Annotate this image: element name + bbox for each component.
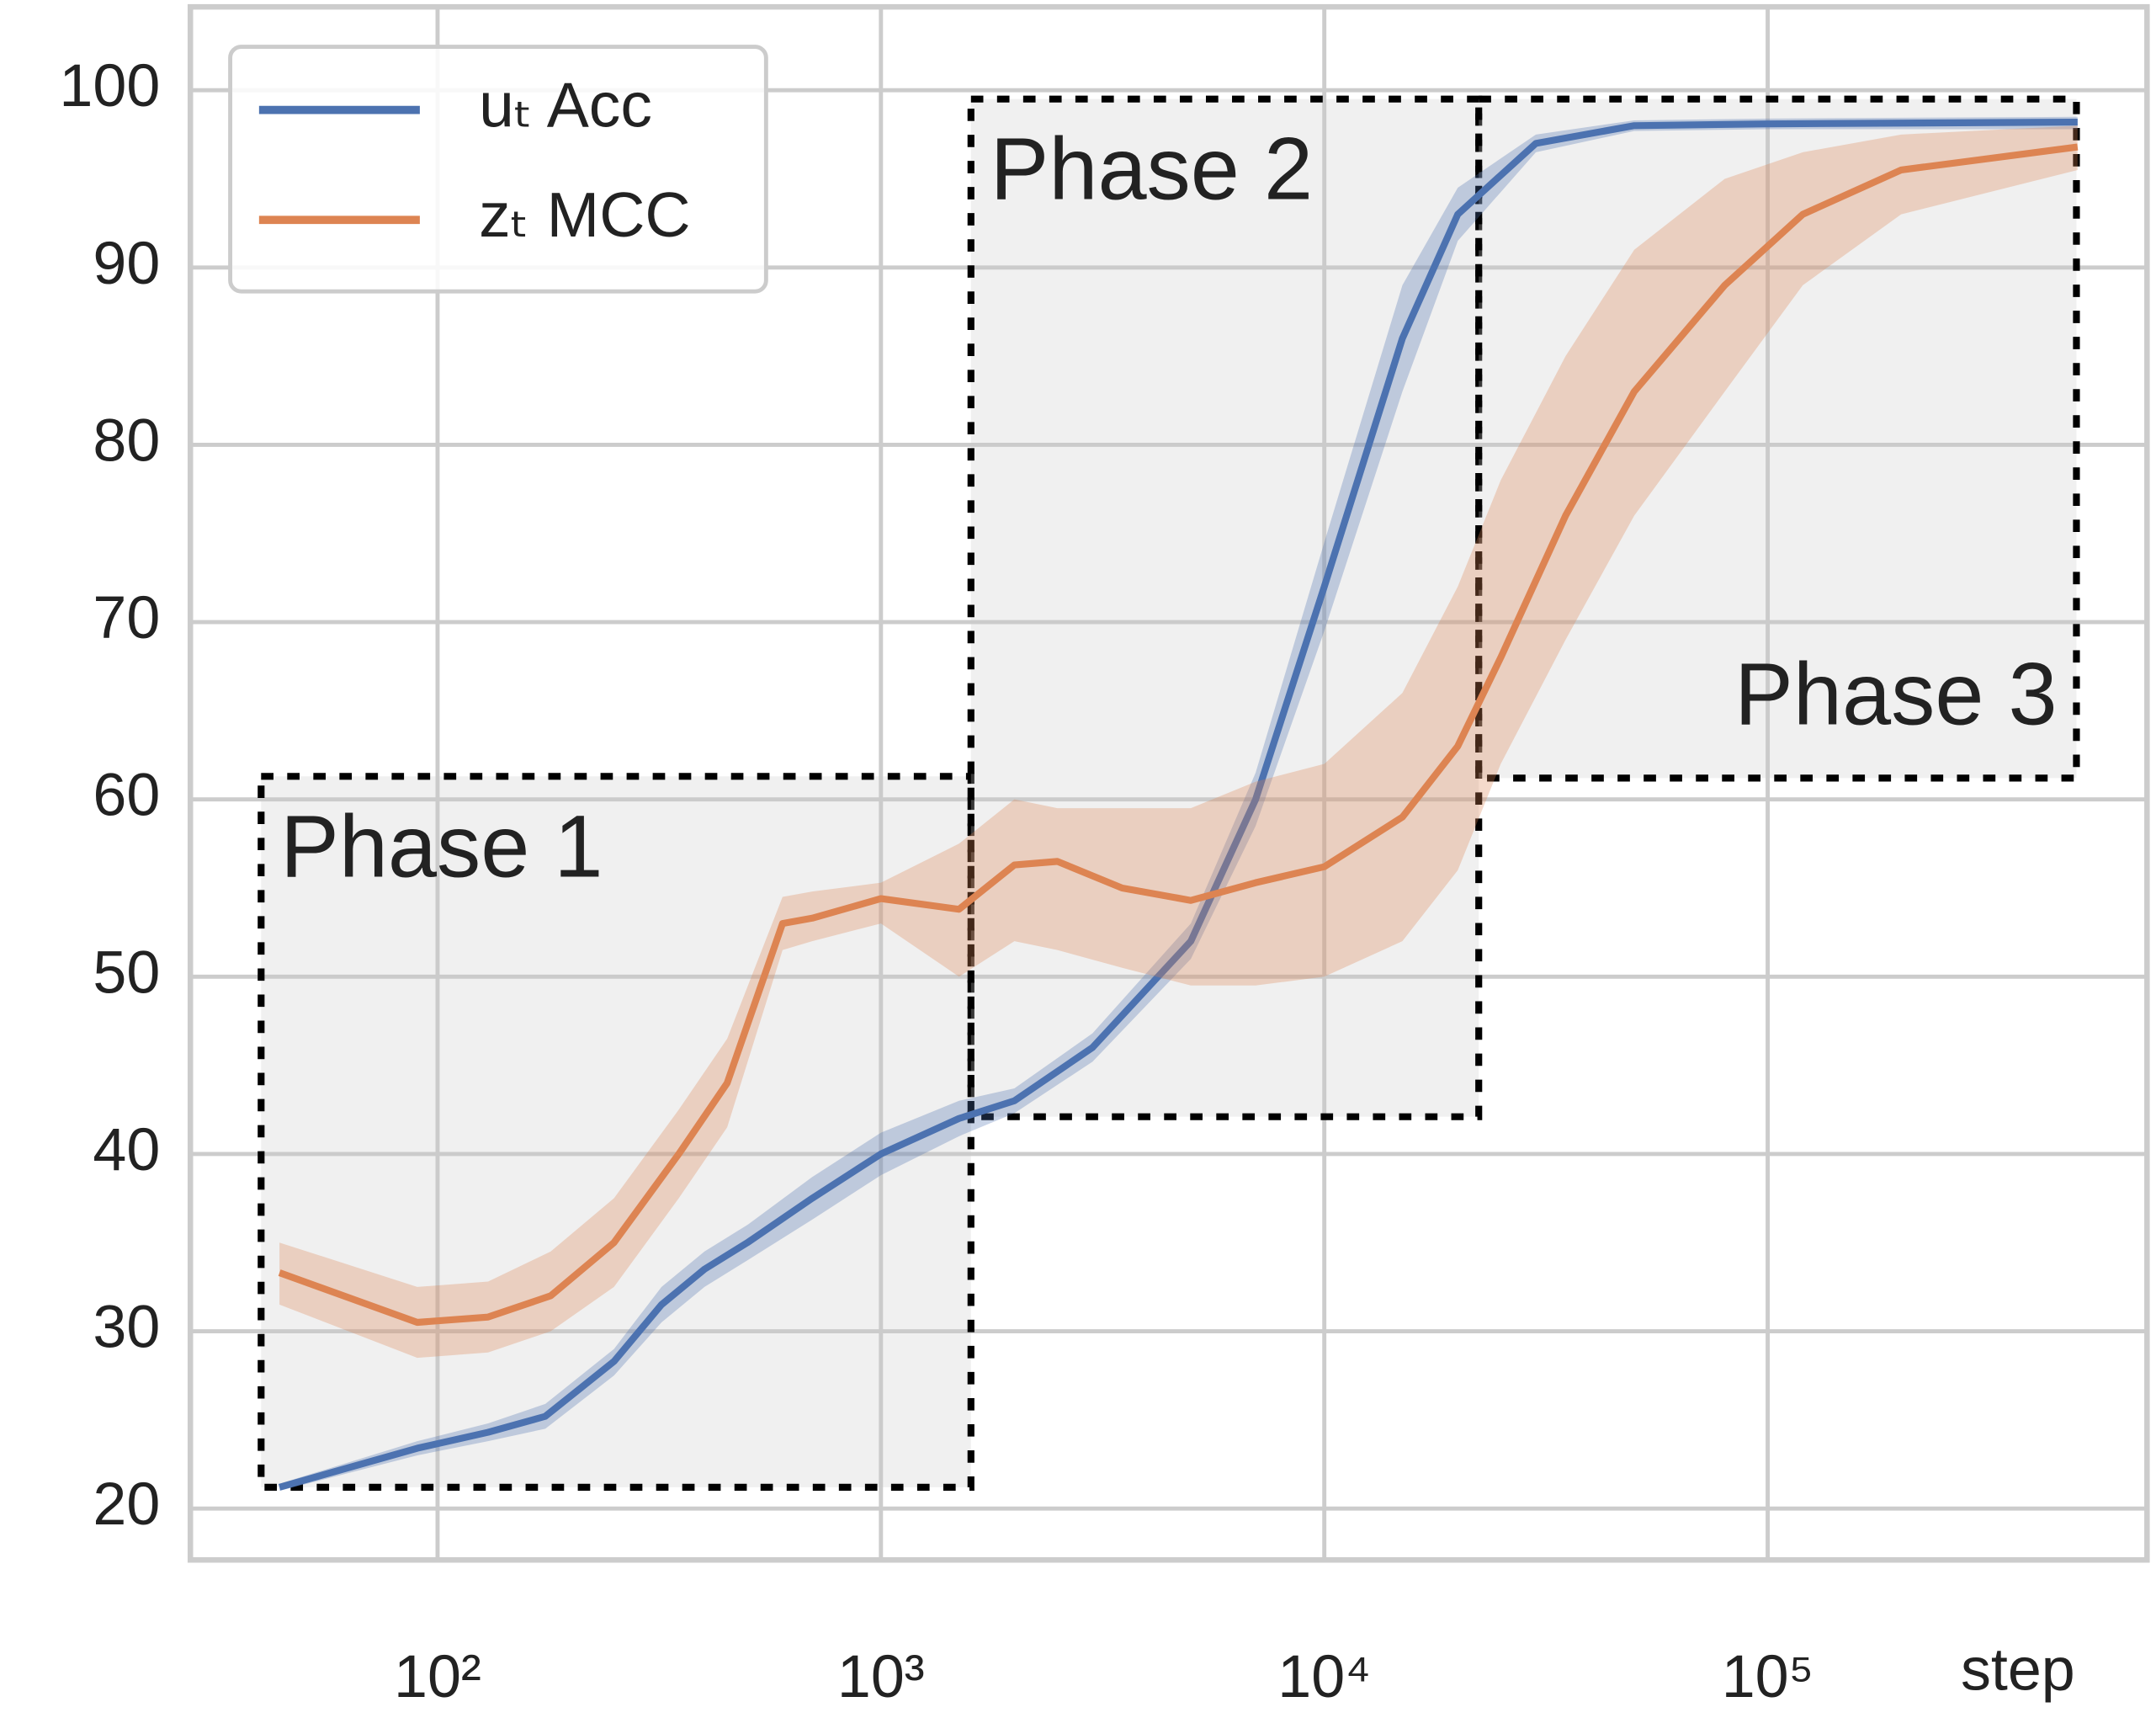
y-tick-label: 80	[93, 407, 160, 474]
legend-label: uₜ Acc	[479, 69, 652, 140]
y-tick-label: 70	[93, 584, 160, 652]
phase-label: Phase 3	[1734, 646, 2057, 744]
y-tick-label: 60	[93, 762, 160, 829]
series-line	[278, 118, 2078, 1491]
plot-frame	[187, 3, 2150, 1563]
phase-region	[967, 95, 1483, 1120]
y-tick-label: 20	[93, 1471, 160, 1538]
series-line	[278, 143, 2079, 1327]
phase-label: Phase 2	[990, 120, 1313, 219]
phase-label: Phase 1	[280, 797, 603, 896]
y-tick-label: 50	[93, 939, 160, 1006]
legend-label: zₜ MCC	[479, 179, 691, 250]
y-tick-label: 100	[59, 52, 160, 120]
y-tick-label: 40	[93, 1116, 160, 1183]
x-tick-label: 10⁵	[1722, 1643, 1814, 1710]
phase-region	[1475, 95, 2080, 782]
y-tick-label: 90	[93, 230, 160, 297]
y-tick-label: 30	[93, 1294, 160, 1361]
confidence-band	[279, 125, 2078, 1359]
x-tick-label: 10²	[394, 1643, 481, 1710]
phase-region	[258, 773, 974, 1491]
x-tick-label: 10³	[837, 1643, 925, 1710]
x-axis-label: step	[1961, 1636, 2075, 1704]
x-tick-label: 10⁴	[1277, 1643, 1371, 1710]
